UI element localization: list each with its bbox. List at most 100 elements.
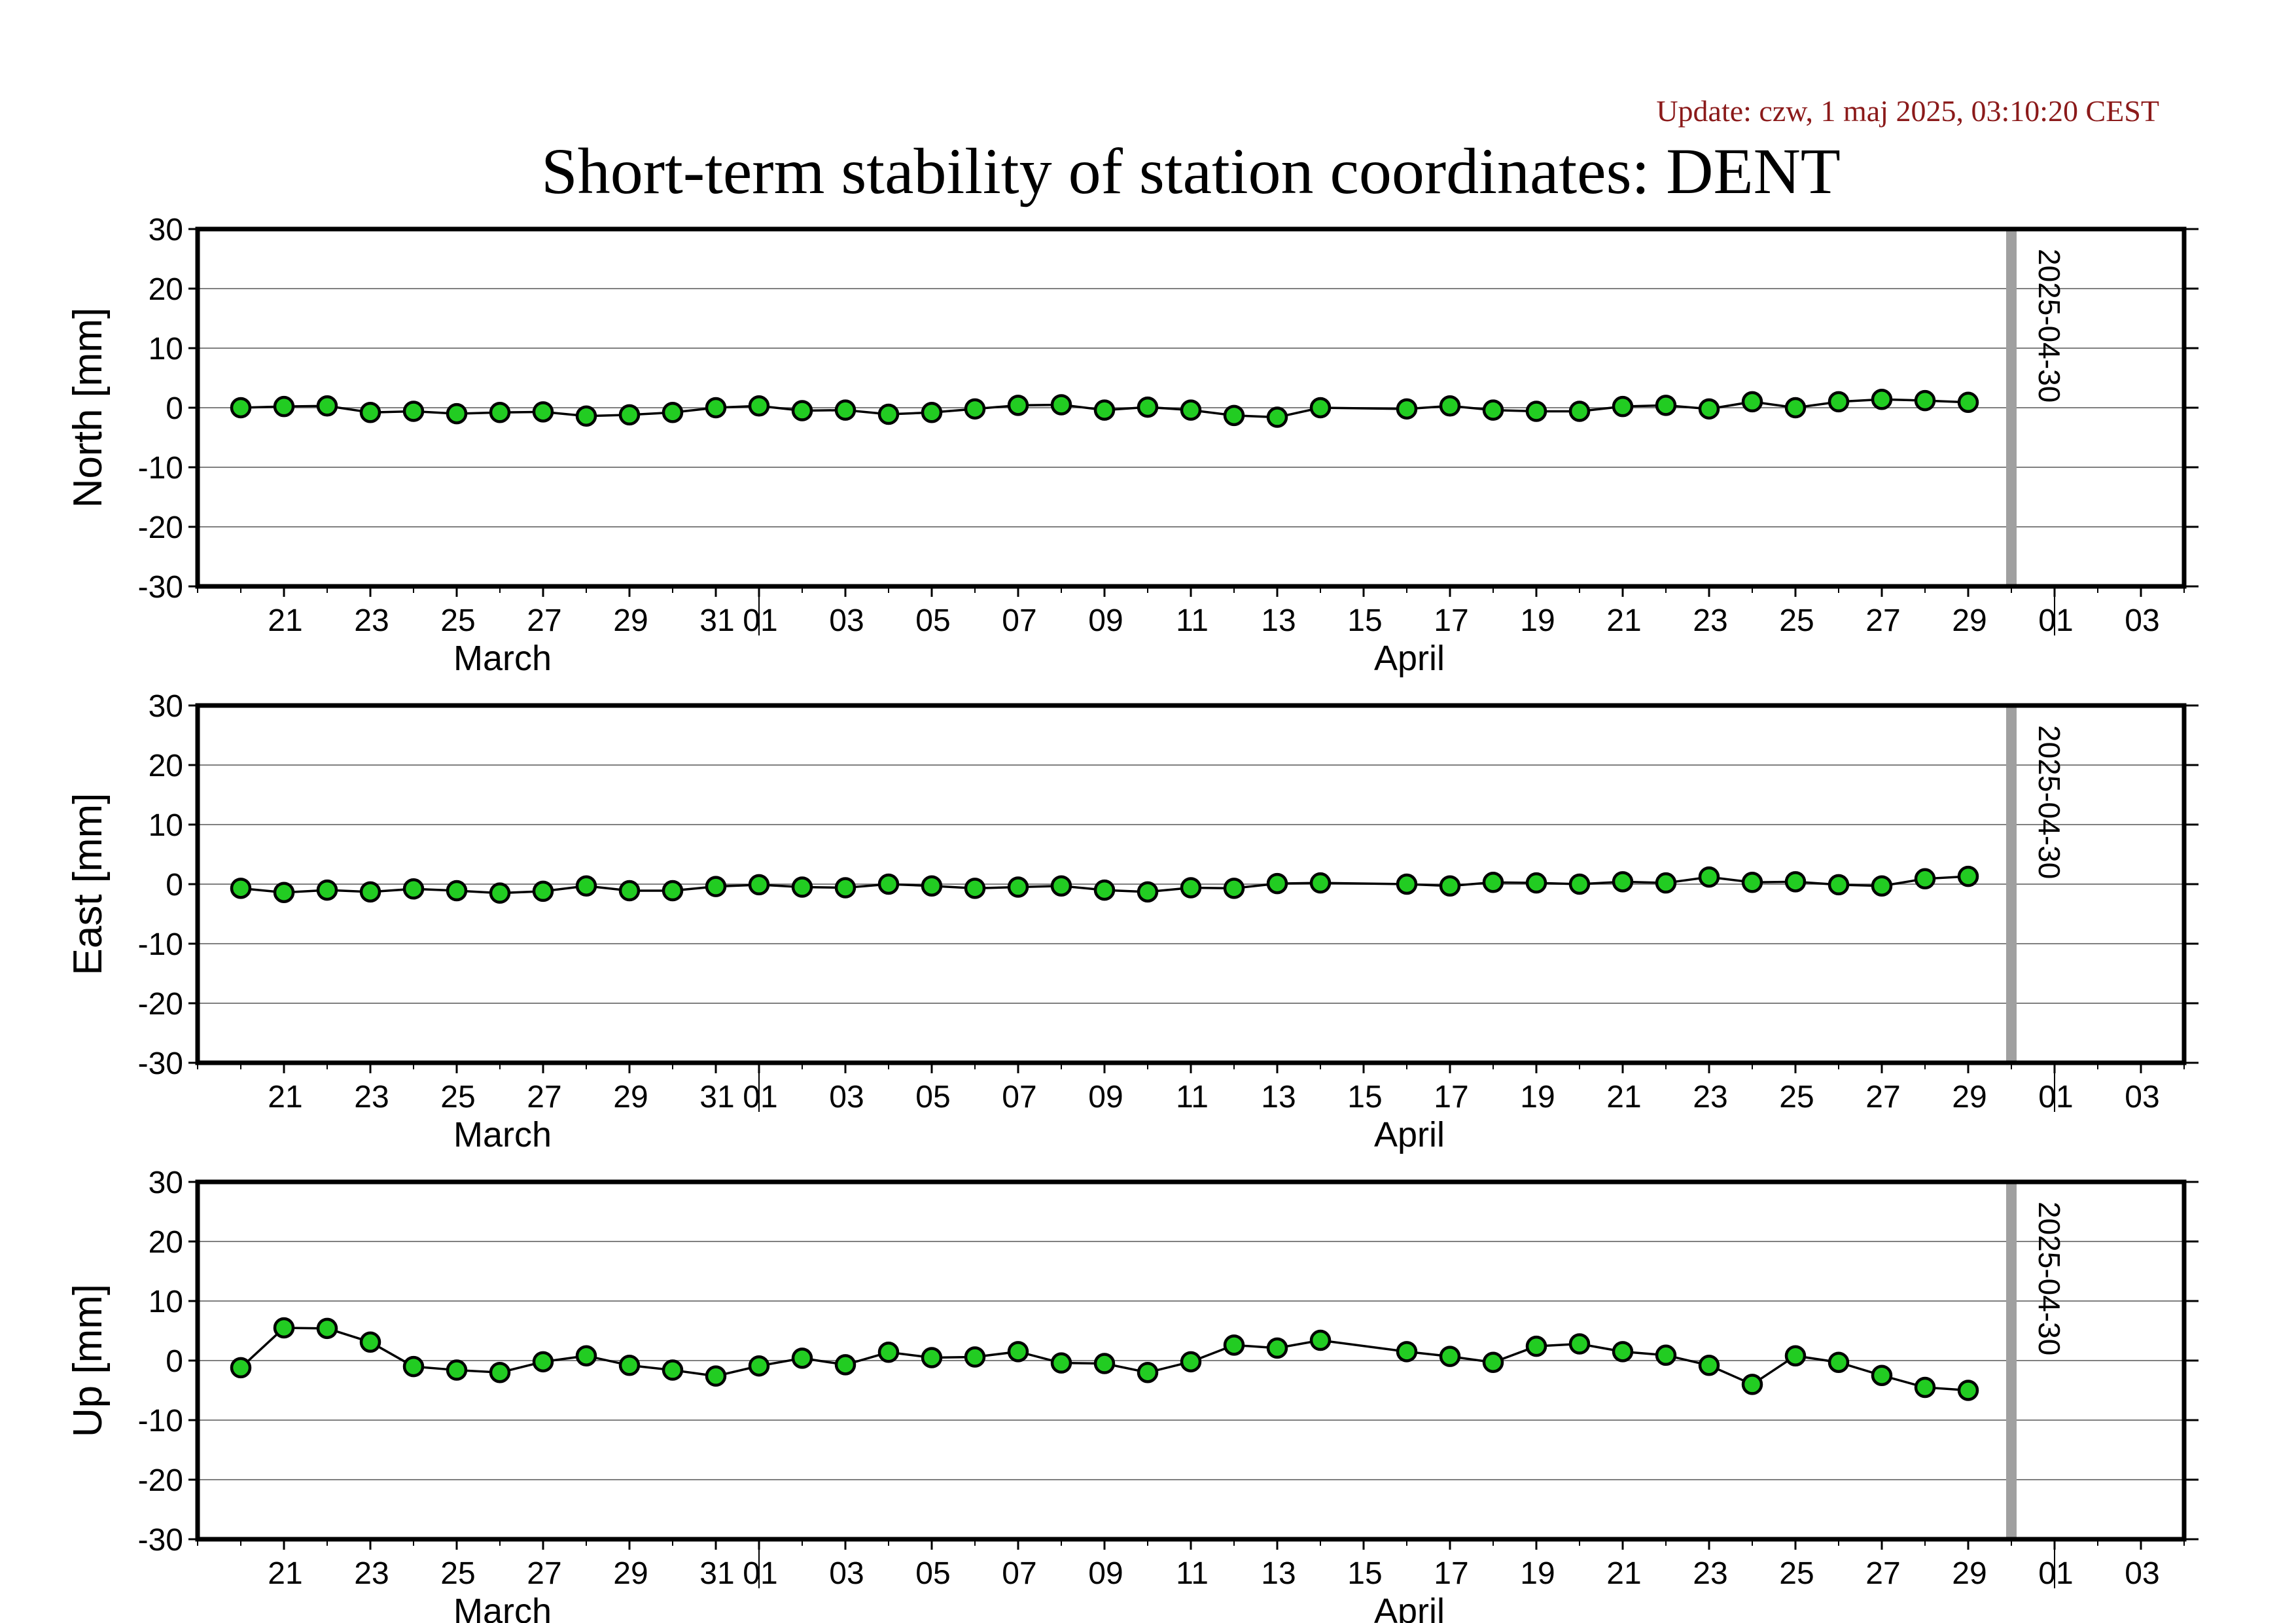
- update-timestamp: Update: czw, 1 maj 2025, 03:10:20 CEST: [1656, 94, 2159, 128]
- data-point: [1050, 875, 1072, 897]
- x-tick-label: 27: [1865, 1556, 1900, 1591]
- data-point: [230, 1357, 252, 1379]
- data-point: [1266, 406, 1288, 428]
- data-point: [1612, 395, 1634, 418]
- y-axis-label: Up [mm]: [65, 1284, 111, 1437]
- data-point: [1007, 395, 1029, 416]
- x-tick-label: 11: [1176, 1080, 1209, 1115]
- data-point: [1612, 1341, 1634, 1363]
- x-tick-label: 23: [1693, 603, 1727, 638]
- x-tick-label: 15: [1347, 603, 1382, 638]
- y-axis-label: East [mm]: [65, 793, 111, 975]
- series-line: [239, 1327, 1969, 1392]
- x-tick-label: 27: [527, 603, 561, 638]
- plot-frame: [195, 226, 2187, 589]
- data-point: [662, 880, 684, 902]
- x-tick-label: 31: [699, 1080, 734, 1115]
- x-tick-label: 21: [268, 1080, 302, 1115]
- x-tick-label: 25: [440, 1556, 475, 1591]
- x-tick-label: 03: [2125, 1556, 2159, 1591]
- x-tick-label: 25: [1779, 1080, 1814, 1115]
- x-tick-label: 09: [1088, 603, 1123, 638]
- data-point: [1439, 1346, 1461, 1367]
- plot-frame: [195, 1179, 2187, 1542]
- x-tick-label: 23: [354, 603, 389, 638]
- data-point: [1784, 397, 1807, 419]
- data-point: [748, 395, 770, 417]
- y-tick-label: -10: [138, 1404, 183, 1438]
- data-point: [1007, 876, 1029, 898]
- x-tick-label: 01: [743, 1080, 777, 1115]
- x-tick-label: 01: [2038, 603, 2073, 638]
- y-axis-label: North [mm]: [65, 308, 111, 508]
- month-label: March: [453, 1592, 552, 1623]
- data-point: [273, 1317, 295, 1339]
- panel-north: 2025-04-30 30 20 10 0 -10 -20 -30 North [mm] 21 23…: [65, 213, 2199, 678]
- data-point: [1655, 395, 1677, 416]
- x-tick-label: 31: [699, 1556, 734, 1591]
- data-point: [1223, 878, 1245, 899]
- month-label: April: [1374, 639, 1445, 678]
- data-point: [1784, 871, 1807, 893]
- data-point: [489, 882, 511, 904]
- x-tick-label: 03: [829, 1080, 864, 1115]
- data-point: [1871, 875, 1893, 897]
- y-tick-label: -20: [138, 987, 183, 1022]
- y-tick-label: 30: [149, 213, 183, 247]
- x-tick-label: 29: [613, 1556, 648, 1591]
- panel-east: 2025-04-30 30 20 10 0 -10 -20 -30 East [mm] 21 23 2…: [65, 689, 2199, 1154]
- x-tick-label: 07: [1002, 603, 1036, 638]
- series-line: [240, 398, 1969, 419]
- data-point: [748, 1355, 770, 1377]
- data-point: [1914, 868, 1936, 890]
- x-tick-label: 05: [915, 1080, 950, 1115]
- data-point: [575, 875, 597, 897]
- data-point: [964, 398, 986, 420]
- data-point: [1482, 1351, 1504, 1373]
- x-tick-label: 19: [1520, 1080, 1555, 1115]
- date-marker: [2006, 1182, 2017, 1539]
- x-tick-label: 27: [527, 1556, 561, 1591]
- data-point: [1223, 404, 1245, 427]
- x-tick-label: 27: [1865, 1080, 1900, 1115]
- data-point: [1007, 1341, 1029, 1363]
- data-point: [1093, 399, 1116, 421]
- data-point: [446, 880, 468, 902]
- x-tick-label: 23: [354, 1080, 389, 1115]
- x-tick-label: 13: [1261, 603, 1296, 638]
- y-tick-label: 20: [149, 749, 183, 783]
- data-point: [1093, 1353, 1116, 1374]
- x-tick-label: 29: [613, 603, 648, 638]
- data-point: [1568, 873, 1591, 895]
- data-point: [705, 1365, 727, 1387]
- x-tick-label: 27: [527, 1080, 561, 1115]
- data-point: [1439, 395, 1461, 417]
- x-tick-label: 25: [1779, 603, 1814, 638]
- data-point: [402, 878, 425, 900]
- x-tick-label: 03: [2125, 603, 2159, 638]
- data-point: [618, 404, 641, 426]
- x-tick-label: 01: [743, 603, 777, 638]
- month-label: April: [1374, 1592, 1445, 1623]
- data-point: [1655, 872, 1677, 894]
- data-point: [1828, 1351, 1850, 1373]
- data-point: [1525, 1335, 1547, 1357]
- data-point: [489, 1361, 511, 1383]
- x-tick-label: 29: [613, 1080, 648, 1115]
- x-tick-label: 21: [268, 1556, 302, 1591]
- data-point: [1871, 1364, 1893, 1386]
- x-tick-label: 15: [1347, 1080, 1382, 1115]
- x-tick-label: 21: [1606, 1556, 1641, 1591]
- data-point: [1612, 871, 1634, 893]
- data-point: [1741, 1374, 1763, 1395]
- data-point: [834, 1354, 857, 1376]
- data-point: [1741, 872, 1763, 893]
- x-tick-label: 25: [1779, 1556, 1814, 1591]
- data-point: [1568, 401, 1591, 422]
- data-point: [1525, 872, 1547, 894]
- data-point: [834, 399, 857, 421]
- data-point: [1482, 399, 1504, 421]
- data-point: [446, 402, 468, 425]
- data-point: [921, 1347, 943, 1368]
- y-tick-label: 10: [149, 808, 183, 843]
